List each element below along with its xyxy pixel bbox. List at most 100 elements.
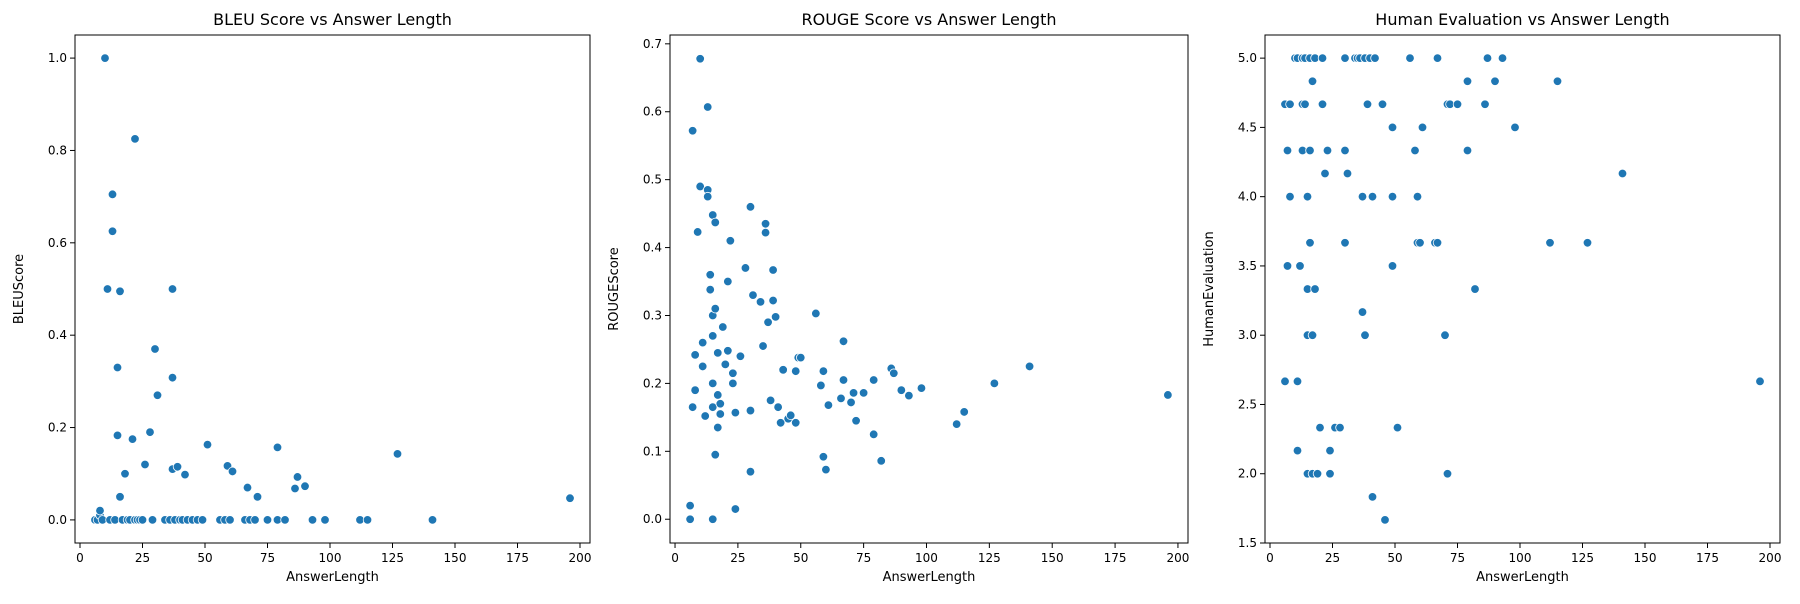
scatter-point — [112, 362, 123, 373]
scatter-point — [100, 53, 110, 63]
scatter-point — [1462, 76, 1473, 86]
scatter-point — [851, 416, 861, 426]
scatter-point — [715, 399, 725, 409]
scatter-point — [252, 492, 263, 502]
scatter-point — [916, 383, 927, 393]
scatter-point — [1432, 238, 1443, 248]
x-tick-label: 75 — [856, 551, 871, 565]
scatter-point — [1380, 515, 1390, 525]
scatter-point — [959, 407, 969, 417]
y-tick-label: 0.0 — [643, 512, 662, 526]
scatter-point — [112, 430, 123, 441]
scatter-point — [1415, 238, 1425, 248]
scatter-point — [242, 482, 253, 493]
scatter-point — [1282, 145, 1293, 156]
scatter-point — [755, 297, 766, 307]
scatter-point — [167, 372, 178, 383]
scatter-point — [1317, 99, 1328, 109]
scatter-point — [1432, 53, 1443, 63]
scatter-point — [778, 365, 788, 375]
y-tick-label: 0.2 — [643, 376, 662, 390]
scatter-point — [904, 390, 914, 401]
scatter-series — [90, 53, 575, 525]
chart-panel-2: ROUGE Score vs Answer Length 0 25 50 75 100 12… — [607, 10, 1189, 585]
scatter-point — [763, 317, 773, 327]
scatter-point — [723, 276, 733, 287]
scatter-point — [1292, 376, 1303, 387]
y-tick-label: 3.0 — [1238, 328, 1257, 342]
scatter-point — [775, 418, 786, 428]
scatter-point — [1377, 99, 1388, 109]
x-tick-label: 100 — [915, 551, 938, 565]
x-axis-label: AnswerLength — [1476, 570, 1569, 585]
y-axis-label: ROUGEScore — [607, 247, 622, 330]
scatter-point — [685, 514, 695, 524]
scatter-point — [1305, 238, 1315, 248]
scatter-point — [1367, 492, 1378, 502]
scatter-point — [1292, 445, 1303, 456]
scatter-point — [708, 331, 718, 341]
x-tick-label: 25 — [730, 551, 745, 565]
scatter-point — [1545, 238, 1555, 248]
y-tick-label: 0.0 — [48, 513, 67, 527]
scatter-point — [262, 515, 273, 525]
scatter-point — [713, 422, 723, 433]
scatter-point — [1282, 261, 1293, 271]
scatter-point — [816, 380, 826, 391]
x-tick-label: 0 — [671, 551, 679, 565]
scatter-point — [107, 226, 118, 236]
scatter-point — [1320, 168, 1330, 179]
scatter-point — [1163, 390, 1173, 400]
scatter-point — [115, 286, 125, 297]
scatter-point — [1307, 76, 1318, 86]
scatter-point — [1367, 191, 1378, 202]
scatter-point — [1405, 53, 1415, 63]
scatter-point — [102, 284, 113, 294]
scatter-point — [765, 395, 776, 406]
x-tick-label: 125 — [1571, 551, 1594, 565]
scatter-point — [250, 515, 260, 525]
scatter-point — [1285, 191, 1295, 202]
scatter-point — [147, 515, 158, 525]
scatter-point — [1452, 99, 1463, 109]
scatter-point — [320, 515, 330, 525]
scatter-point — [989, 378, 1000, 389]
scatter-point — [1357, 191, 1368, 202]
scatter-point — [713, 390, 723, 400]
y-tick-label: 2.0 — [1238, 467, 1257, 481]
scatter-point — [710, 303, 720, 314]
y-tick-label: 0.6 — [48, 236, 67, 250]
x-tick-label: 175 — [1104, 551, 1127, 565]
scatter-point — [1305, 145, 1315, 156]
scatter-point — [272, 442, 283, 453]
y-tick-label: 0.4 — [643, 241, 662, 255]
scatter-series — [1280, 53, 1765, 525]
scatter-point — [1280, 376, 1290, 387]
scatter-point — [896, 385, 907, 395]
x-tick-label: 100 — [1509, 551, 1532, 565]
scatter-point — [796, 352, 806, 363]
scatter-point — [1342, 168, 1353, 179]
x-tick-label: 175 — [1696, 551, 1719, 565]
scatter-point — [758, 341, 768, 351]
scatter-point — [713, 348, 723, 358]
y-tick-label: 1.5 — [1238, 536, 1257, 550]
scatter-point — [770, 312, 781, 322]
scatter-point — [292, 472, 303, 482]
scatter-point — [685, 500, 695, 511]
scatter-point — [227, 466, 238, 477]
x-tick-label: 50 — [1387, 551, 1402, 565]
y-tick-label: 0.5 — [643, 173, 662, 187]
scatter-point — [818, 366, 829, 376]
scatter-point — [848, 388, 859, 398]
scatter-point — [152, 390, 163, 400]
scatter-point — [760, 219, 771, 229]
scatter-point — [1462, 145, 1473, 156]
scatter-point — [785, 410, 796, 421]
scatter-point — [768, 295, 778, 306]
chart-title: ROUGE Score vs Answer Length — [801, 10, 1056, 29]
scatter-point — [1510, 122, 1520, 133]
scatter-point — [1387, 261, 1398, 271]
